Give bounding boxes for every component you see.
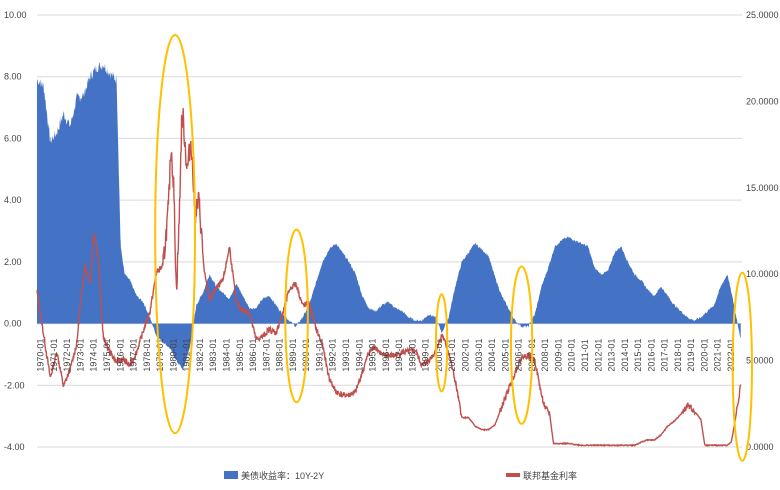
x-tick-label: 2019-01 (686, 339, 696, 372)
x-tick-label: 2010-01 (567, 339, 577, 372)
left-tick-label: 4.00 (4, 195, 22, 205)
x-tick-label: 1972-01 (62, 339, 72, 372)
right-tick-label: 5.0000 (746, 356, 774, 366)
x-axis: 1970-01 1971-01 1972-01 1973-01 1974-01 1975-… (36, 339, 736, 372)
x-tick-label: 1977-01 (129, 339, 139, 372)
right-tick-label: 25.0000 (746, 10, 779, 20)
x-tick-label: 1983-01 (208, 339, 218, 372)
legend-label-spread: 美债收益率：10Y-2Y (241, 470, 324, 481)
left-tick-label: -2.00 (4, 380, 25, 390)
left-tick-label: 10.00 (4, 10, 27, 20)
x-tick-label: 2008-01 (540, 339, 550, 372)
x-tick-label: 1976-01 (115, 339, 125, 372)
legend-label-fedfunds: 联邦基金利率 (523, 470, 577, 481)
x-tick-label: 2003-01 (474, 339, 484, 372)
right-tick-label: 20.0000 (746, 96, 779, 106)
x-tick-label: 2021-01 (713, 339, 723, 372)
highlight-ellipse (284, 228, 309, 404)
x-tick-label: 1974-01 (89, 339, 99, 372)
fedfunds-line (36, 108, 742, 447)
highlight-ellipse (154, 34, 196, 435)
left-tick-label: 0.00 (4, 319, 22, 329)
x-tick-label: 2011-01 (580, 339, 590, 371)
x-tick-label: 2016-01 (646, 339, 656, 372)
x-tick-label: 1989-01 (288, 339, 298, 372)
x-tick-label: 2022-01 (726, 339, 736, 372)
x-tick-label: 2006-01 (514, 339, 524, 372)
highlight-ellipse (434, 293, 449, 393)
grid-lines (37, 14, 742, 448)
x-tick-label: 1994-01 (354, 339, 364, 372)
x-tick-label: 1970-01 (36, 339, 46, 372)
x-tick-label: 1981-01 (182, 339, 192, 372)
x-tick-label: 1992-01 (328, 339, 338, 372)
x-tick-label: 2014-01 (620, 339, 630, 372)
x-tick-label: 2005-01 (500, 339, 510, 372)
x-tick-label: 1980-01 (168, 339, 178, 372)
x-tick-label: 1999-01 (421, 339, 431, 372)
x-tick-label: 1988-01 (275, 339, 285, 372)
right-tick-label: 0.0000 (746, 442, 774, 452)
x-tick-label: 2001-01 (447, 339, 457, 372)
right-tick-label: 10.0000 (746, 269, 779, 279)
legend-swatch-spread (224, 471, 238, 479)
fed-funds-line-series (36, 108, 742, 447)
x-tick-label: 2002-01 (460, 339, 470, 372)
x-tick-label: 2000-01 (434, 339, 444, 372)
left-tick-label: 6.00 (4, 133, 22, 143)
left-axis: 10.00 8.00 6.00 4.00 2.00 0.00 -2.00 -4.00 (4, 10, 27, 452)
left-tick-label: -4.00 (4, 442, 25, 452)
x-tick-label: 2020-01 (699, 339, 709, 372)
left-tick-label: 2.00 (4, 257, 22, 267)
x-tick-label: 2012-01 (593, 339, 603, 372)
left-tick-label: 8.00 (4, 72, 22, 82)
x-tick-label: 1986-01 (248, 339, 258, 372)
x-tick-label: 1998-01 (407, 339, 417, 372)
x-tick-label: 1978-01 (142, 339, 152, 372)
x-tick-label: 1984-01 (222, 339, 232, 372)
x-tick-label: 1985-01 (235, 339, 245, 372)
x-tick-label: 1996-01 (381, 339, 391, 372)
x-tick-label: 1982-01 (195, 339, 205, 372)
legend-swatch-fedfunds (506, 473, 520, 477)
x-tick-label: 2004-01 (487, 339, 497, 372)
legend: 美债收益率：10Y-2Y 联邦基金利率 (224, 470, 577, 481)
x-tick-label: 1987-01 (261, 339, 271, 372)
x-tick-label: 1971-01 (49, 339, 59, 372)
x-tick-label: 2015-01 (633, 339, 643, 372)
x-tick-label: 1997-01 (394, 339, 404, 372)
x-tick-label: 2018-01 (673, 339, 683, 372)
highlight-ellipse (509, 265, 534, 425)
annotation-ellipses (154, 34, 753, 462)
highlight-ellipse (731, 271, 753, 462)
x-tick-label: 2009-01 (553, 339, 563, 372)
x-tick-label: 1991-01 (314, 339, 324, 372)
x-tick-label: 1995-01 (368, 339, 378, 372)
right-axis: 25.0000 20.0000 15.0000 10.0000 5.0000 0.0000 (746, 10, 779, 452)
x-tick-label: 2017-01 (660, 339, 670, 372)
x-tick-label: 1993-01 (341, 339, 351, 372)
x-tick-label: 2013-01 (607, 339, 617, 372)
right-tick-label: 15.0000 (746, 183, 779, 193)
x-tick-label: 1973-01 (75, 339, 85, 372)
x-tick-label: 1975-01 (102, 339, 112, 372)
